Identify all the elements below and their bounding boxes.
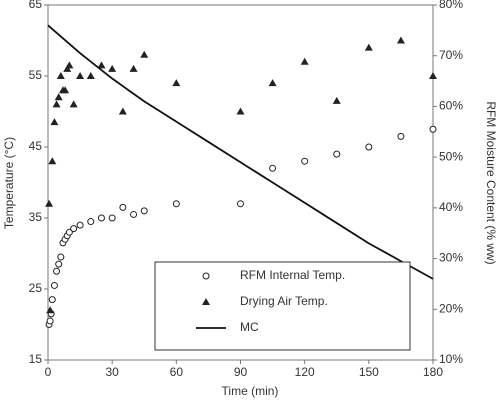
point: [86, 72, 95, 79]
x-tick-label: 60: [170, 365, 184, 379]
legend-box: [154, 261, 411, 351]
y2-tick-label: 40%: [439, 200, 463, 214]
x-axis-label: Time (min): [222, 384, 279, 398]
point: [55, 260, 63, 268]
point: [364, 43, 373, 51]
point: [50, 281, 58, 289]
point: [87, 218, 95, 226]
y-tick-label: 45: [29, 139, 43, 153]
point: [268, 79, 277, 87]
point: [53, 267, 61, 275]
point: [396, 36, 405, 44]
point: [119, 203, 127, 211]
point: [108, 214, 116, 222]
y-tick-label: 65: [29, 0, 43, 11]
point: [429, 125, 437, 133]
point: [45, 199, 54, 207]
point: [397, 132, 405, 140]
point: [333, 150, 341, 158]
point: [172, 79, 181, 87]
point: [46, 306, 55, 314]
point: [300, 57, 309, 65]
point: [130, 210, 138, 218]
point: [269, 164, 277, 172]
y2-tick-label: 10%: [439, 352, 463, 366]
point: [237, 200, 244, 208]
point: [48, 296, 56, 304]
y2-tick-label: 20%: [439, 301, 463, 315]
y-tick-label: 35: [29, 210, 43, 224]
point: [48, 157, 57, 165]
point: [140, 207, 148, 215]
point: [56, 72, 65, 79]
mc-line: [47, 24, 434, 280]
point: [429, 72, 437, 79]
point: [46, 317, 54, 325]
y-tick-label: 55: [29, 68, 43, 82]
y2-tick-label: 60%: [439, 99, 463, 113]
point: [301, 157, 309, 165]
y-tick-label: 15: [29, 352, 43, 366]
point: [69, 100, 78, 108]
point: [76, 72, 85, 79]
x-tick-label: 150: [359, 365, 379, 379]
y-tick-label: 25: [29, 281, 43, 295]
x-tick-label: 0: [45, 365, 52, 379]
point: [63, 64, 72, 72]
legend-symbol: [202, 298, 210, 305]
point: [97, 214, 105, 222]
x-tick-label: 90: [234, 365, 248, 379]
y2-tick-label: 80%: [439, 0, 463, 11]
y2-tick-label: 30%: [439, 251, 463, 265]
point: [140, 50, 149, 58]
point: [332, 96, 341, 104]
y2-tick-label: 50%: [439, 149, 463, 163]
x-tick-label: 30: [105, 365, 119, 379]
legend-symbol: [202, 272, 210, 280]
point: [50, 118, 59, 126]
point: [70, 225, 78, 233]
point: [236, 107, 245, 115]
point: [365, 143, 373, 151]
point: [54, 93, 63, 101]
point: [65, 61, 74, 69]
point: [172, 200, 180, 208]
point: [118, 107, 127, 115]
legend-label: RFM Internal Temp.: [240, 268, 345, 282]
point: [76, 221, 84, 229]
point: [108, 64, 117, 72]
legend-label: MC: [240, 320, 259, 334]
legend-label: Drying Air Temp.: [240, 294, 328, 308]
y2-tick-label: 70%: [439, 48, 463, 62]
point: [61, 86, 70, 94]
point: [97, 61, 106, 69]
point: [129, 64, 138, 72]
x-tick-label: 120: [295, 365, 315, 379]
x-tick-label: 180: [423, 365, 443, 379]
y-axis-label: Temperature (°C): [2, 137, 16, 229]
point: [52, 100, 61, 108]
point: [57, 253, 65, 261]
y2-axis-label: RFM Moisture Content (% ww): [484, 101, 498, 264]
